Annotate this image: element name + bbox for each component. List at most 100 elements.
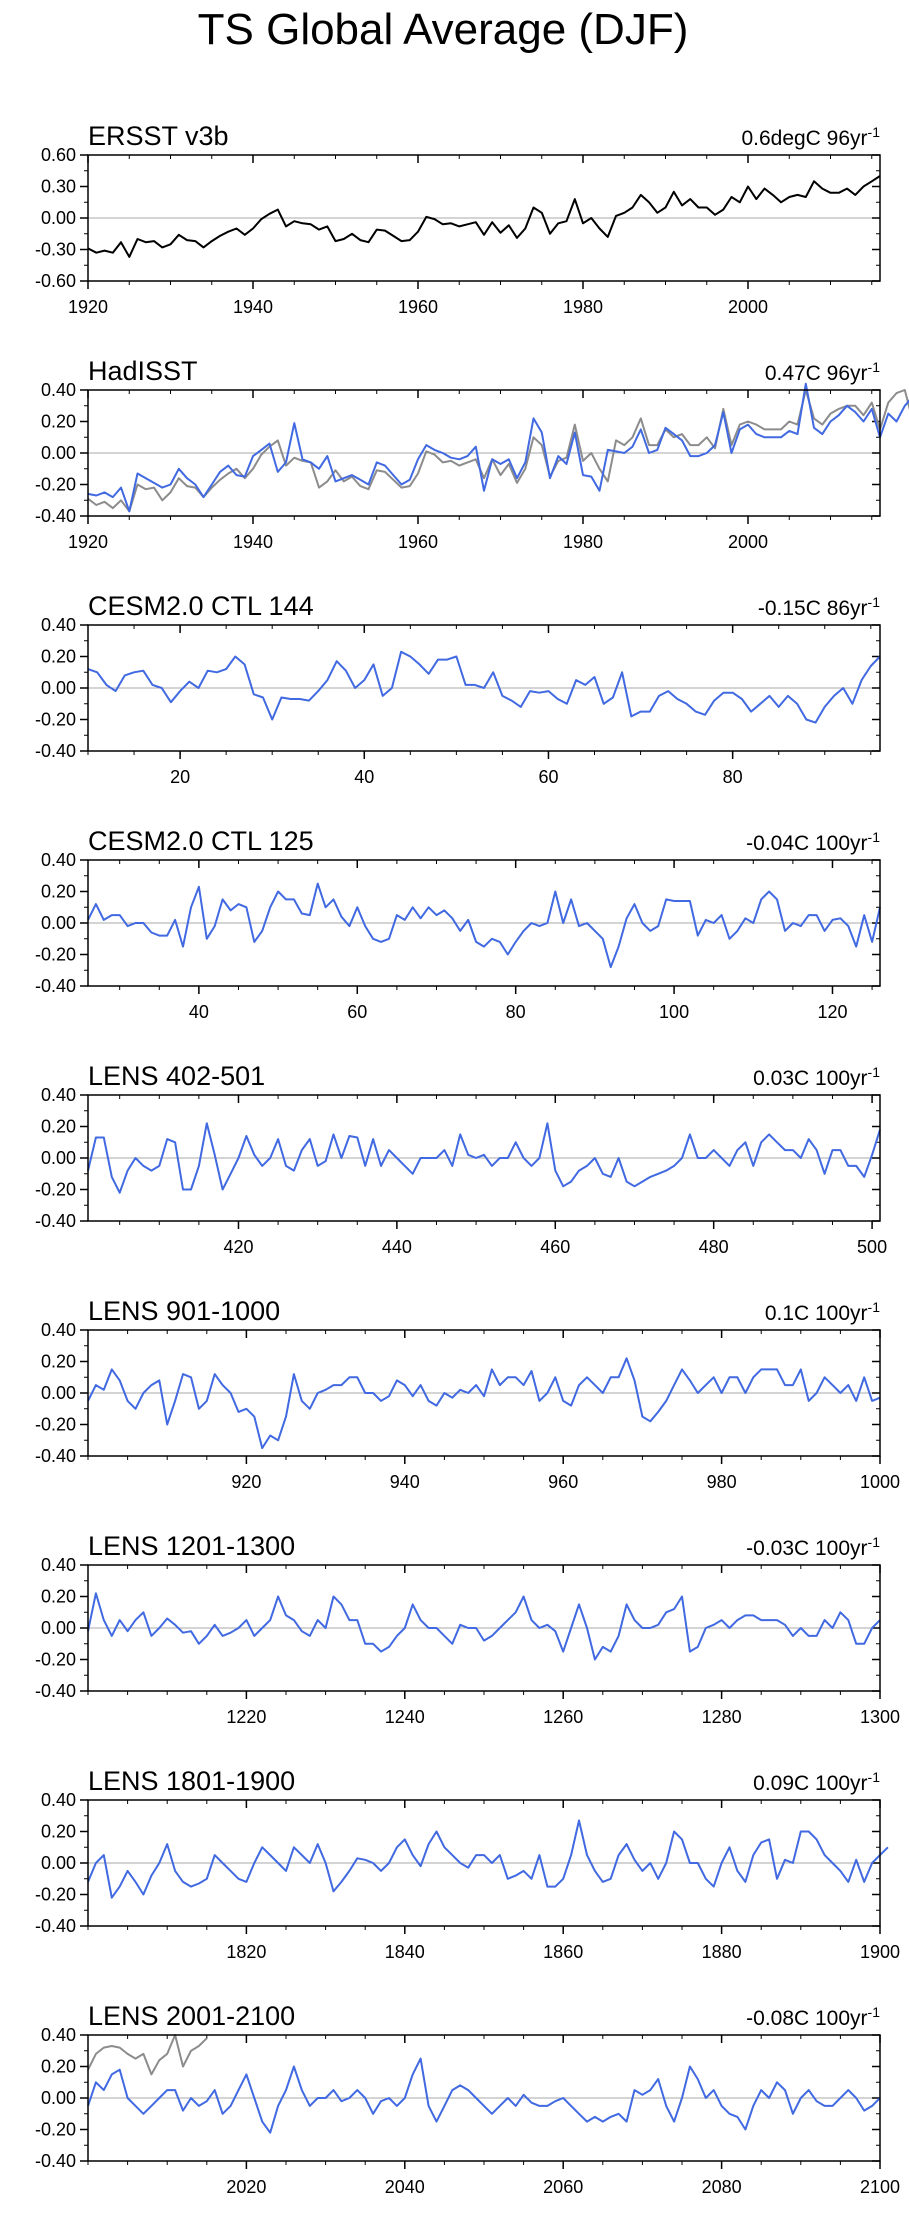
trend-value: 0.03C 100yr — [753, 1067, 867, 1090]
y-tick-label: -0.20 — [35, 945, 76, 965]
y-tick-label: -0.40 — [35, 506, 76, 526]
plot-frame — [87, 1329, 881, 1457]
y-tick-label: 0.20 — [41, 647, 76, 667]
y-tick-label: 0.20 — [41, 1352, 76, 1372]
series-line-lens-1801-1900 — [87, 1819, 889, 1899]
trend-value: -0.03C 100yr — [746, 1537, 867, 1560]
y-tick-label: 0.00 — [41, 913, 76, 933]
trend-exponent: -1 — [868, 594, 881, 610]
trend-exponent: -1 — [868, 1064, 881, 1080]
panel-7: LENS 1201-1300 -0.03C 100yr-1 0.40 0.20 0.00… — [35, 1531, 900, 1727]
y-tick-label: -0.40 — [35, 2151, 76, 2171]
y-tick-label: 0.00 — [41, 2088, 76, 2108]
panel-2: HadISST 0.47C 96yr-1 0.40 0.20 0.00 -0.20 -0.4… — [35, 356, 909, 552]
x-tick-label: 60 — [347, 1002, 367, 1022]
trend-exponent: -1 — [868, 2004, 881, 2020]
y-tick-label: -0.40 — [35, 1916, 76, 1936]
y-tick-label: -0.20 — [35, 2120, 76, 2140]
panel-label: LENS 901-1000 — [88, 1296, 280, 1326]
x-tick-label: 920 — [231, 1472, 261, 1492]
x-tick-label: 1240 — [385, 1707, 425, 1727]
x-tick-label: 60 — [538, 767, 558, 787]
series-line-hadisst — [87, 382, 909, 513]
y-tick-label: -0.40 — [35, 1211, 76, 1231]
x-tick-label: 1880 — [702, 1942, 742, 1962]
x-tick-label: 440 — [382, 1237, 412, 1257]
trend-value: -0.15C 86yr — [758, 597, 868, 620]
y-tick-label: 0.20 — [41, 1822, 76, 1842]
y-tick-label: 0.20 — [41, 412, 76, 432]
series-line-cesm2-0-ctl-144 — [87, 650, 881, 724]
plot-frame — [87, 1799, 881, 1927]
trend-label: -0.15C 86yr-1 — [758, 594, 880, 620]
panel-3: CESM2.0 CTL 144 -0.15C 86yr-1 0.40 0.20 0.00… — [35, 591, 881, 787]
y-tick-label: 0.30 — [41, 177, 76, 197]
trend-value: 0.6degC 96yr — [741, 127, 867, 150]
y-tick-label: -0.40 — [35, 976, 76, 996]
x-tick-label: 100 — [659, 1002, 689, 1022]
panel-9: LENS 2001-2100 -0.08C 100yr-1 0.40 0.20 0.00… — [35, 2001, 900, 2197]
x-tick-label: 80 — [506, 1002, 526, 1022]
y-tick-label: 0.20 — [41, 2057, 76, 2077]
x-tick-label: 1300 — [860, 1707, 900, 1727]
trend-label: -0.08C 100yr-1 — [746, 2004, 880, 2030]
trend-exponent: -1 — [868, 124, 881, 140]
y-tick-label: 0.40 — [41, 615, 76, 635]
y-tick-label: 0.40 — [41, 850, 76, 870]
x-tick-label: 2000 — [728, 532, 768, 552]
y-tick-label: -0.20 — [35, 475, 76, 495]
plot-frame — [87, 1094, 881, 1222]
trend-label: 0.47C 96yr-1 — [765, 359, 880, 385]
x-tick-label: 2040 — [385, 2177, 425, 2197]
y-tick-label: 0.40 — [41, 1320, 76, 1340]
x-tick-label: 1900 — [860, 1942, 900, 1962]
series-line-ersst-v3b — [87, 175, 881, 258]
x-tick-label: 1860 — [543, 1942, 583, 1962]
y-tick-label: 0.60 — [41, 145, 76, 165]
trend-exponent: -1 — [868, 829, 881, 845]
y-tick-label: -0.30 — [35, 240, 76, 260]
trend-value: 0.1C 100yr — [765, 1302, 868, 1325]
x-tick-label: 1220 — [226, 1707, 266, 1727]
y-tick-label: -0.40 — [35, 741, 76, 761]
x-tick-label: 1920 — [68, 532, 108, 552]
panel-label: LENS 2001-2100 — [88, 2001, 295, 2031]
x-tick-label: 20 — [170, 767, 190, 787]
x-tick-label: 1960 — [398, 532, 438, 552]
y-tick-label: 0.00 — [41, 1618, 76, 1638]
x-tick-label: 980 — [707, 1472, 737, 1492]
series-line-lens-901-1000 — [87, 1357, 881, 1450]
x-tick-label: 120 — [817, 1002, 847, 1022]
trend-value: 0.47C 96yr — [765, 362, 868, 385]
y-tick-label: -0.20 — [35, 1885, 76, 1905]
y-tick-label: 0.00 — [41, 678, 76, 698]
x-tick-label: 1260 — [543, 1707, 583, 1727]
panel-4: CESM2.0 CTL 125 -0.04C 100yr-1 0.40 0.20 0.0… — [35, 826, 881, 1022]
x-tick-label: 420 — [223, 1237, 253, 1257]
plot-frame — [87, 154, 881, 282]
trend-exponent: -1 — [868, 1534, 881, 1550]
panel-label: LENS 1201-1300 — [88, 1531, 295, 1561]
x-tick-label: 1280 — [702, 1707, 742, 1727]
y-tick-label: 0.20 — [41, 1587, 76, 1607]
trend-label: 0.1C 100yr-1 — [765, 1299, 880, 1325]
panel-1: ERSST v3b 0.6degC 96yr-1 0.60 0.30 0.00 -0.30… — [35, 121, 881, 317]
y-tick-label: -0.20 — [35, 1180, 76, 1200]
y-tick-label: -0.20 — [35, 710, 76, 730]
y-tick-label: 0.40 — [41, 2025, 76, 2045]
y-tick-label: 0.00 — [41, 1383, 76, 1403]
panel-6: LENS 901-1000 0.1C 100yr-1 0.40 0.20 0.00 -0.… — [35, 1296, 900, 1492]
x-tick-label: 960 — [548, 1472, 578, 1492]
trend-label: 0.6degC 96yr-1 — [741, 124, 880, 150]
x-tick-label: 1940 — [233, 297, 273, 317]
panel-label: CESM2.0 CTL 125 — [88, 826, 314, 856]
x-tick-label: 1980 — [563, 297, 603, 317]
panel-label: HadISST — [88, 356, 198, 386]
y-tick-label: -0.40 — [35, 1446, 76, 1466]
plot-frame — [87, 859, 881, 987]
panels: ERSST v3b 0.6degC 96yr-10.600.300.00-0.30… — [35, 121, 909, 2197]
y-tick-label: 0.40 — [41, 1790, 76, 1810]
plot-frame — [87, 624, 881, 752]
x-tick-label: 1820 — [226, 1942, 266, 1962]
trend-value: -0.04C 100yr — [746, 832, 867, 855]
